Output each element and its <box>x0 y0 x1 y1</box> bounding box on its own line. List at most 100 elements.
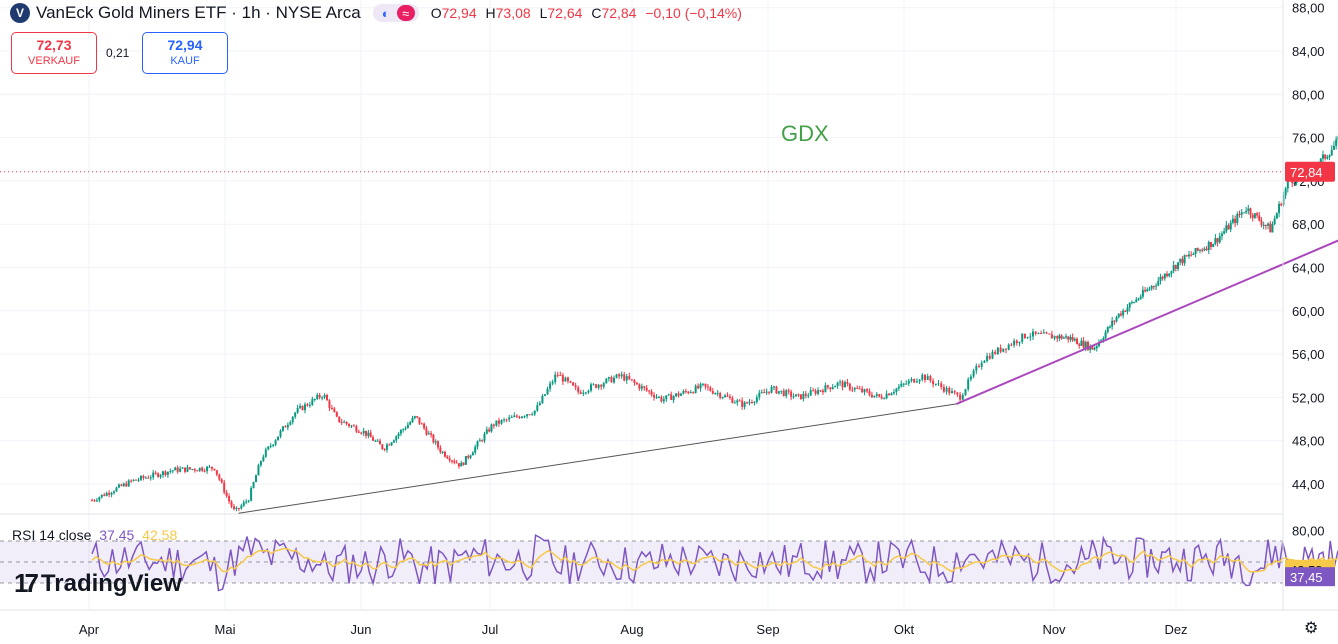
rsi-badge <box>1285 567 1335 587</box>
candle-body <box>1069 337 1072 340</box>
ohlc-open-key: O <box>430 5 442 21</box>
candle-body <box>1117 313 1120 318</box>
candle-body <box>1071 337 1074 341</box>
candle-body <box>826 385 829 388</box>
settings-gear-icon[interactable]: ⚙ <box>1304 620 1319 637</box>
candle-body <box>335 412 338 417</box>
candle-body <box>679 393 682 396</box>
y-tick-label: 88,00 <box>1292 1 1325 16</box>
candle-body <box>127 480 130 487</box>
candle-body <box>1179 258 1182 263</box>
candle-body <box>1056 336 1059 339</box>
candle-body <box>714 393 717 395</box>
candle-body <box>1115 317 1118 322</box>
candle-body <box>406 424 409 429</box>
last-price-label: 72,84 <box>1290 165 1323 180</box>
candle-body <box>257 465 260 476</box>
candle-body <box>474 446 477 453</box>
symbol-title[interactable]: VanEck Gold Miners ETF · 1h · NYSE Arca <box>36 3 361 22</box>
candle-body <box>807 395 810 397</box>
candle-body <box>1152 286 1155 288</box>
candle-body <box>108 492 111 495</box>
candle-body <box>699 383 702 389</box>
rsi-name: RSI 14 close <box>12 527 92 543</box>
candle-body <box>279 430 282 437</box>
candle-body <box>1076 338 1079 345</box>
candle-body <box>1262 224 1265 226</box>
candle-body <box>427 433 430 435</box>
tradingview-logo[interactable]: 17 TradingView <box>14 568 182 599</box>
rsi-ma-value: 42,58 <box>142 527 178 543</box>
candle-body <box>942 386 945 392</box>
candle-body <box>1170 271 1173 274</box>
status-pill[interactable]: ◐ ≈ <box>372 4 419 22</box>
candle-body <box>1242 212 1245 214</box>
y-tick-label: 44,00 <box>1292 477 1325 492</box>
candle-body <box>964 389 967 396</box>
candle-body <box>385 444 388 450</box>
candle-body <box>890 393 893 396</box>
candle-body <box>100 494 103 498</box>
ohlc-close: 72,84 <box>601 5 637 21</box>
candle-body <box>559 375 562 377</box>
candle-body <box>940 383 943 387</box>
candle-body <box>1185 255 1188 257</box>
candle-body <box>1234 218 1237 224</box>
candle-body <box>775 386 778 394</box>
candle-body <box>225 492 228 497</box>
candle-body <box>369 432 372 438</box>
x-tick-label: Jun <box>351 622 372 637</box>
candle-body <box>1238 214 1241 216</box>
candle-body <box>900 383 903 387</box>
candle-body <box>1216 238 1219 243</box>
y-tick-label: 52,00 <box>1292 390 1325 405</box>
spread-value: 0,21 <box>106 46 130 60</box>
candle-body <box>191 469 194 471</box>
candle-body <box>1260 220 1263 225</box>
buy-button[interactable]: 72,94 KAUF <box>142 32 228 74</box>
time-axis[interactable]: Apr Mai Jun Jul Aug Sep Okt Nov Dez <box>0 609 1338 637</box>
candle-body <box>853 387 856 390</box>
candle-body <box>430 433 433 435</box>
sell-button[interactable]: 72,73 VERKAUF <box>11 32 97 74</box>
candle-body <box>915 381 918 383</box>
candle-body <box>866 389 869 392</box>
candle-body <box>600 384 603 387</box>
candle-body <box>1042 332 1045 334</box>
candle-body <box>413 416 416 419</box>
sell-label: VERKAUF <box>28 55 80 67</box>
candle-body <box>1278 203 1281 214</box>
wave-icon[interactable]: ≈ <box>396 5 415 21</box>
candle-body <box>242 502 245 506</box>
x-tick-label: Sep <box>756 622 779 637</box>
price-axis[interactable]: 88,0084,0080,0076,0072,0068,0064,0060,00… <box>0 0 1335 610</box>
candle-body <box>357 431 360 433</box>
candle-body <box>457 463 460 467</box>
candle-body <box>376 440 379 442</box>
candle-body <box>986 355 989 361</box>
candle-body <box>460 462 463 467</box>
candle-body <box>675 393 678 397</box>
candle-body <box>843 382 846 388</box>
candle-body <box>819 390 822 392</box>
candle-body <box>186 467 189 472</box>
candle-body <box>1209 242 1212 247</box>
candle-body <box>595 384 598 388</box>
candle-body <box>1161 276 1164 279</box>
candle-body <box>420 423 423 425</box>
ohlc-low-key: L <box>539 5 548 21</box>
candle-body <box>880 396 883 399</box>
rsi-legend[interactable]: RSI 14 close 37,45 42,58 <box>12 527 177 543</box>
candle-body <box>159 475 162 477</box>
moon-icon[interactable]: ◐ <box>381 5 390 21</box>
candle-body <box>1275 213 1278 219</box>
candle-body <box>277 436 280 441</box>
candle-body <box>846 382 849 384</box>
x-tick-label: Mai <box>215 622 236 637</box>
candle-body <box>323 394 326 398</box>
candle-body <box>1168 273 1171 277</box>
candle-body <box>1150 286 1153 289</box>
candle-body <box>702 383 704 385</box>
candle-body <box>340 421 343 423</box>
